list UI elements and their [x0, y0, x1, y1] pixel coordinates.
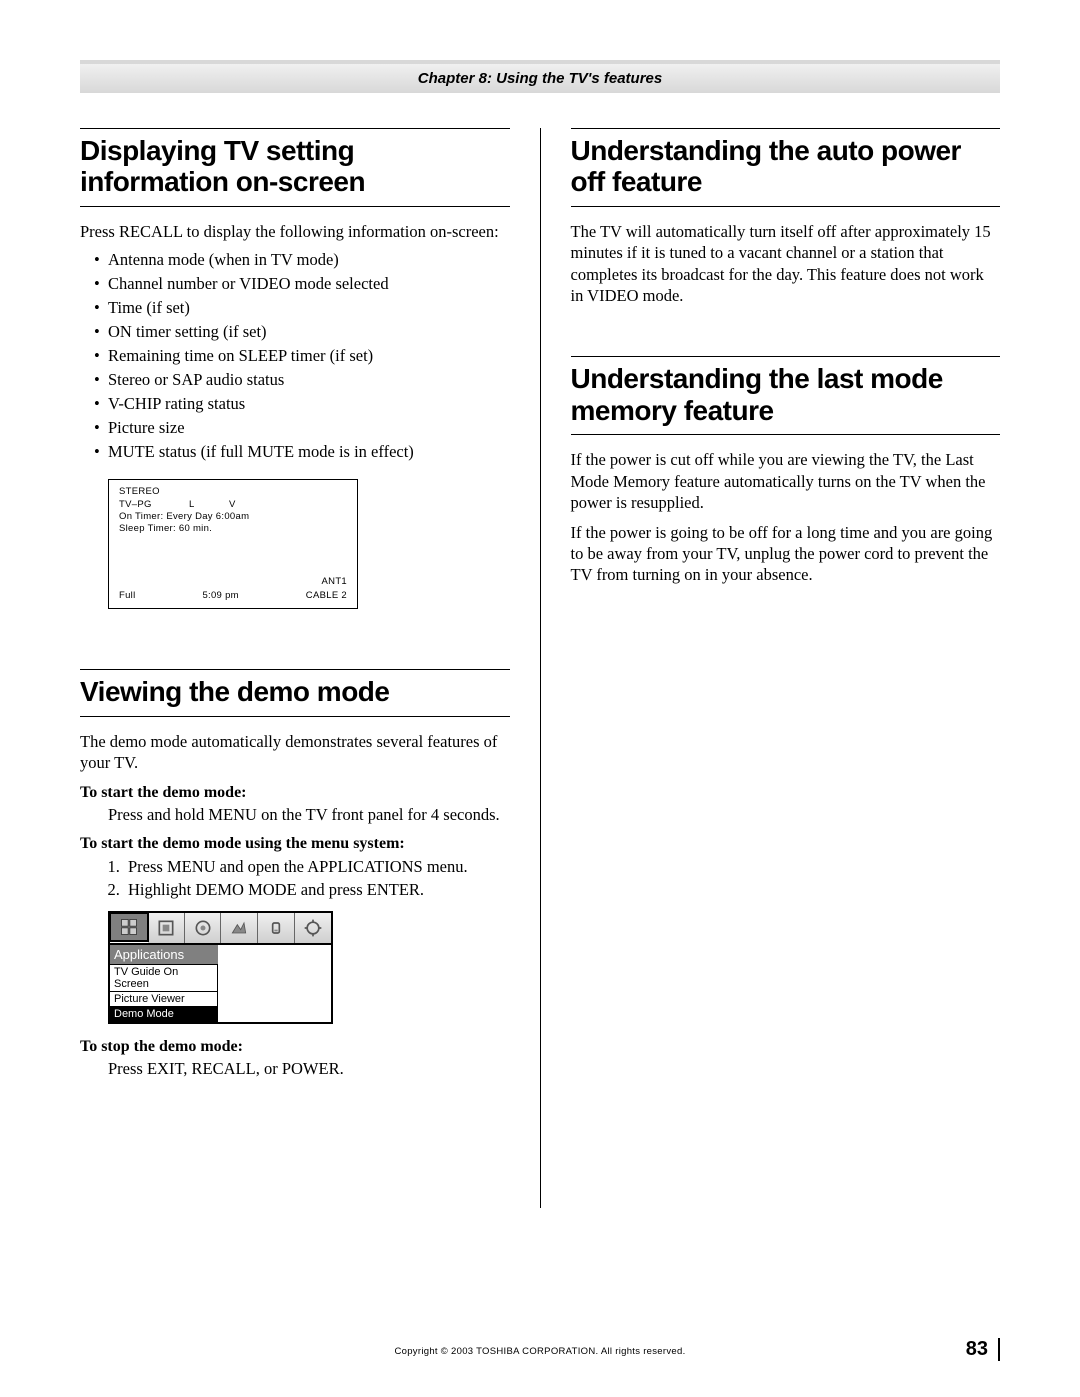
- section-title-demo-mode: Viewing the demo mode: [80, 669, 510, 716]
- menu-body: Applications TV Guide On Screen Picture …: [110, 945, 218, 1022]
- start-demo-body: Press and hold MENU on the TV front pane…: [80, 804, 510, 825]
- list-item: V-CHIP rating status: [108, 392, 510, 416]
- tab-icon: [221, 913, 258, 943]
- start-demo-label: To start the demo mode:: [80, 784, 510, 802]
- recall-info-list: Antenna mode (when in TV mode) Channel n…: [80, 248, 510, 463]
- stop-demo-label: To stop the demo mode:: [80, 1038, 510, 1056]
- menu-item: Picture Viewer: [110, 992, 218, 1007]
- tv-screen-diagram: STEREO TV–PG L V On Timer: Every Day 6:0…: [108, 479, 358, 609]
- screen-text: Full: [119, 590, 136, 602]
- page-footer: Copyright © 2003 TOSHIBA CORPORATION. Al…: [80, 1346, 1000, 1357]
- screen-ant: ANT1: [322, 576, 347, 588]
- left-column: Displaying TV setting information on-scr…: [80, 128, 510, 1208]
- menu-title: Applications: [110, 945, 218, 965]
- menu-item: TV Guide On Screen: [110, 965, 218, 992]
- intro-text: Press RECALL to display the following in…: [80, 221, 510, 242]
- section-title-last-mode: Understanding the last mode memory featu…: [571, 356, 1001, 435]
- chapter-header: Chapter 8: Using the TV's features: [80, 60, 1000, 93]
- start-demo-menu-label: To start the demo mode using the menu sy…: [80, 835, 510, 853]
- demo-intro: The demo mode automatically demonstrates…: [80, 731, 510, 774]
- screen-text: V: [229, 499, 236, 511]
- demo-steps: Press MENU and open the APPLICATIONS men…: [80, 855, 510, 901]
- step-item: Highlight DEMO MODE and press ENTER.: [124, 878, 510, 901]
- auto-power-off-body: The TV will automatically turn itself of…: [571, 221, 1001, 307]
- list-item: ON timer setting (if set): [108, 320, 510, 344]
- tab-icon: [295, 913, 331, 943]
- menu-tabs: [110, 913, 331, 945]
- last-mode-p2: If the power is going to be off for a lo…: [571, 522, 1001, 586]
- list-item: Stereo or SAP audio status: [108, 368, 510, 392]
- list-item: Remaining time on SLEEP timer (if set): [108, 344, 510, 368]
- list-item: Channel number or VIDEO mode selected: [108, 272, 510, 296]
- column-divider: [540, 128, 541, 1208]
- screen-line: On Timer: Every Day 6:00am: [119, 511, 347, 523]
- tab-icon: [258, 913, 295, 943]
- list-item: Antenna mode (when in TV mode): [108, 248, 510, 272]
- screen-line: STEREO: [119, 486, 347, 498]
- list-item: MUTE status (if full MUTE mode is in eff…: [108, 440, 510, 464]
- tab-apps-icon: [109, 912, 149, 942]
- copyright-text: Copyright © 2003 TOSHIBA CORPORATION. Al…: [80, 1346, 1000, 1357]
- screen-line: TV–PG L V: [119, 499, 347, 511]
- screen-text: 5:09 pm: [202, 590, 238, 602]
- screen-line: Sleep Timer: 60 min.: [119, 523, 347, 535]
- last-mode-p1: If the power is cut off while you are vi…: [571, 449, 1001, 513]
- stop-demo-body: Press EXIT, RECALL, or POWER.: [80, 1058, 510, 1079]
- section-title-auto-power-off: Understanding the auto power off feature: [571, 128, 1001, 207]
- screen-text: L: [189, 499, 229, 511]
- right-column: Understanding the auto power off feature…: [571, 128, 1001, 1208]
- list-item: Picture size: [108, 416, 510, 440]
- screen-text: CABLE 2: [306, 590, 347, 602]
- applications-menu-figure: Applications TV Guide On Screen Picture …: [108, 911, 333, 1024]
- section-title-display-info: Displaying TV setting information on-scr…: [80, 128, 510, 207]
- page-number: 83: [966, 1338, 1000, 1361]
- menu-item-selected: Demo Mode: [110, 1007, 218, 1022]
- screen-bottom-row: Full 5:09 pm CABLE 2: [119, 590, 347, 602]
- list-item: Time (if set): [108, 296, 510, 320]
- tab-icon: [185, 913, 222, 943]
- step-item: Press MENU and open the APPLICATIONS men…: [124, 855, 510, 878]
- tab-icon: [148, 913, 185, 943]
- screen-text: TV–PG: [119, 499, 189, 511]
